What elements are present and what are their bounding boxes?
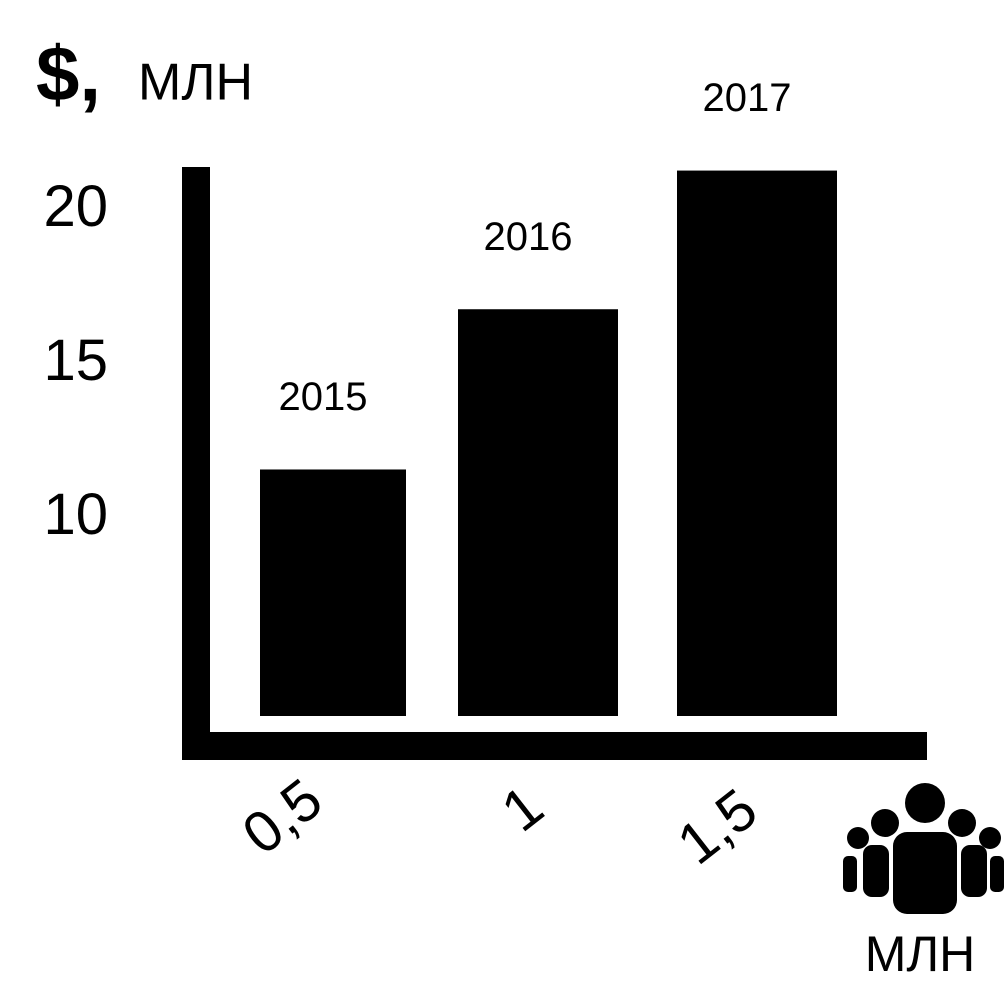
y-tick-label: 20 [43, 174, 108, 239]
x-axis-line [182, 732, 927, 760]
bar [260, 469, 406, 716]
bar-label: 2016 [484, 215, 573, 259]
y-tick-label: 10 [43, 482, 108, 547]
people-icon [843, 783, 1004, 914]
x-tick-label: 0,5 [231, 766, 335, 867]
bar [677, 170, 837, 716]
x-tick-label: 1 [490, 773, 555, 844]
x-axis-unit: МЛН [865, 926, 976, 982]
bar-label: 2017 [703, 76, 792, 120]
y-axis-unit: МЛН [138, 54, 253, 112]
x-tick-label: 1,5 [666, 776, 770, 877]
y-axis-symbol: $, [36, 30, 101, 118]
y-tick-label: 15 [43, 328, 108, 393]
bar-label: 2015 [279, 375, 368, 419]
y-axis-line [182, 167, 210, 760]
bar [458, 309, 618, 716]
